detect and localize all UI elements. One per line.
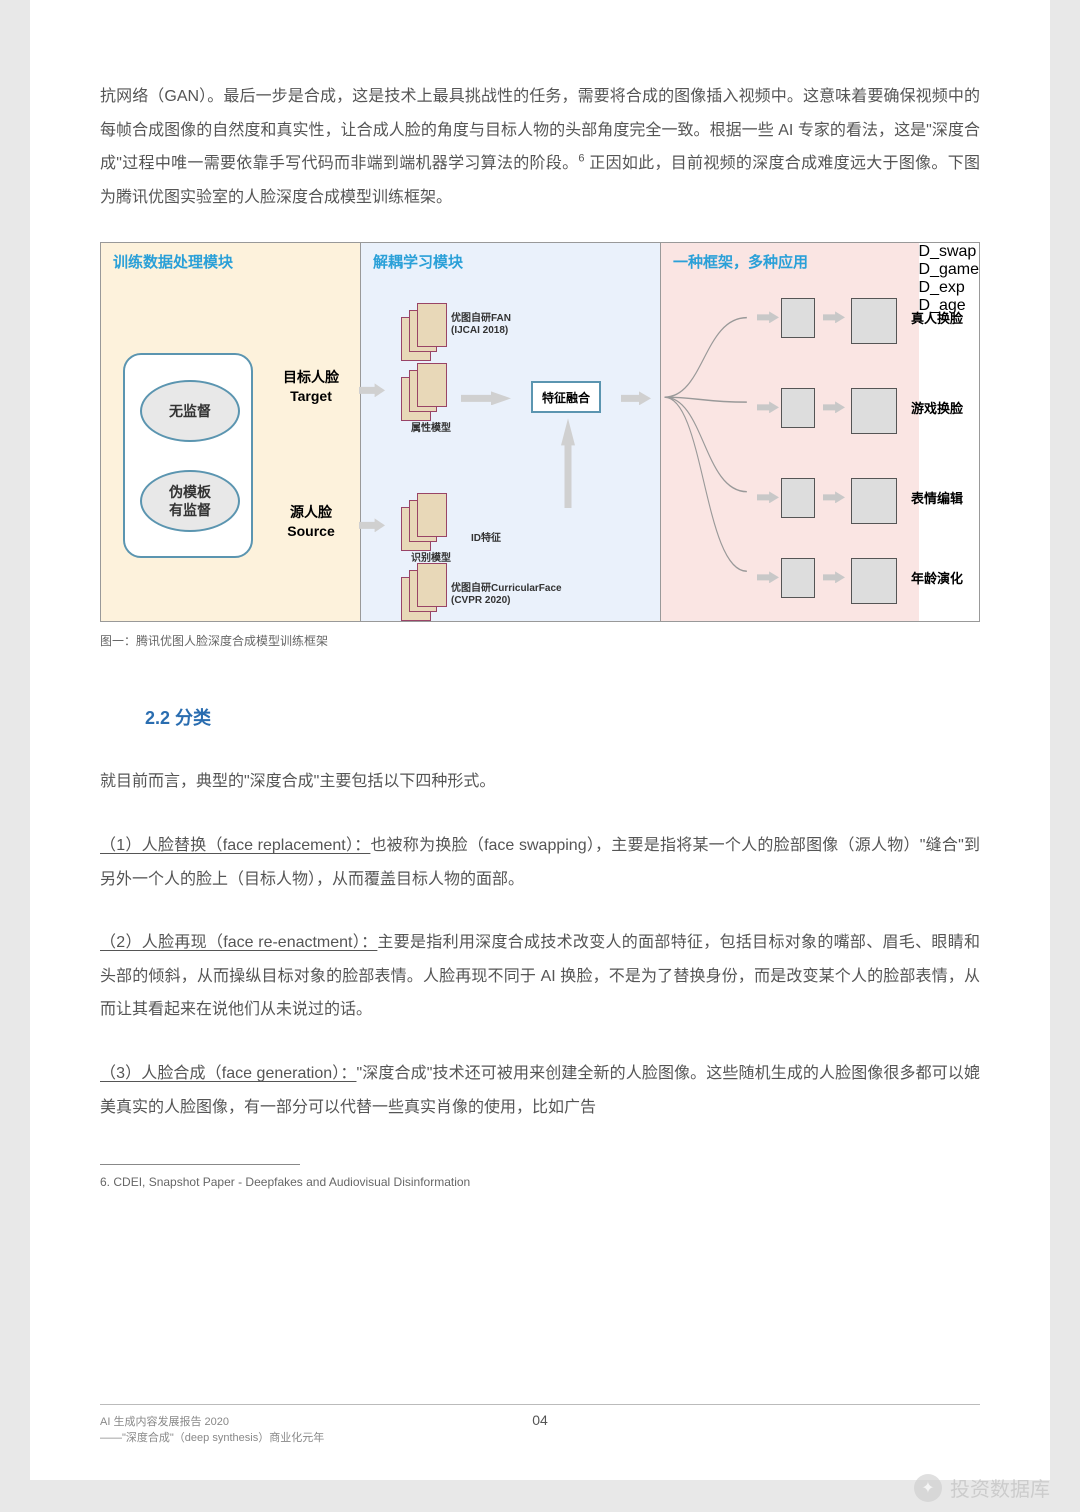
footnote-num: 6.	[100, 1175, 110, 1189]
discriminator-box	[781, 478, 815, 518]
page-footer: AI 生成内容发展报告 2020 ——"深度合成"（deep synthesis…	[100, 1404, 980, 1445]
feature-fusion-box: 特征融合	[531, 381, 601, 413]
label-target-face: 目标人脸 Target	[271, 368, 351, 404]
watermark-text: 投资数据库	[950, 1473, 1050, 1502]
output-box	[851, 478, 897, 524]
application-label: 真人换脸	[911, 308, 963, 327]
application-label: 表情编辑	[911, 488, 963, 507]
discriminator-label: D_exp	[919, 279, 979, 297]
output-box	[851, 388, 897, 434]
intro-paragraph: 抗网络（GAN）。最后一步是合成，这是技术上最具挑战性的任务，需要将合成的图像插…	[100, 80, 980, 214]
footnote-rule	[100, 1164, 300, 1165]
label-id-model: 识别模型	[401, 553, 461, 565]
discriminator-label: D_swap	[919, 243, 979, 261]
stack-attr-model	[401, 363, 445, 419]
document-page: 抗网络（GAN）。最后一步是合成，这是技术上最具挑战性的任务，需要将合成的图像插…	[30, 0, 1050, 1480]
discriminator-box	[781, 558, 815, 598]
item-lead: （3）人脸合成（face generation）：	[100, 1065, 356, 1082]
oval-supervised: 伪模板 有监督	[140, 470, 240, 532]
watermark: ✦ 投资数据库	[914, 1473, 1050, 1502]
footnote: 6. CDEI, Snapshot Paper - Deepfakes and …	[100, 1175, 980, 1189]
classification-item: （3）人脸合成（face generation）："深度合成"技术还可被用来创建…	[100, 1057, 980, 1124]
discriminator-label: D_game	[919, 261, 979, 279]
label-source-face: 源人脸 Source	[271, 503, 351, 539]
label-id-feature: ID特征	[471, 533, 531, 545]
classification-item: （1）人脸替换（face replacement）：也被称为换脸（face sw…	[100, 829, 980, 896]
stack-id-model	[401, 493, 445, 549]
application-label: 年龄演化	[911, 568, 963, 587]
item-lead: （1）人脸替换（face replacement）：	[100, 837, 370, 854]
diagram-figure: 训练数据处理模块 无监督 伪模板 有监督 目标人脸 Target 源人脸 Sou…	[100, 242, 980, 649]
application-label: 游戏换脸	[911, 398, 963, 417]
output-box	[851, 558, 897, 604]
label-fan: 优图自研FAN (IJCAI 2018)	[451, 313, 571, 337]
footer-title: AI 生成内容发展报告 2020	[100, 1413, 324, 1429]
item-lead: （2）人脸再现（face re-enactment）：	[100, 934, 377, 951]
oval-unsupervised: 无监督	[140, 380, 240, 442]
training-framework-diagram: 训练数据处理模块 无监督 伪模板 有监督 目标人脸 Target 源人脸 Sou…	[100, 242, 980, 622]
section-intro: 就目前而言，典型的"深度合成"主要包括以下四种形式。	[100, 765, 980, 799]
footnote-text: CDEI, Snapshot Paper - Deepfakes and Aud…	[113, 1175, 470, 1189]
label-curricularface: 优图自研CurricularFace (CVPR 2020)	[451, 583, 611, 607]
label-attr-model: 属性模型	[401, 423, 461, 435]
stack-curricularface	[401, 563, 445, 619]
wechat-icon: ✦	[914, 1474, 942, 1502]
supervision-box: 无监督 伪模板 有监督	[123, 353, 253, 558]
classification-item: （2）人脸再现（face re-enactment）：主要是指利用深度合成技术改…	[100, 926, 980, 1027]
footer-subtitle: ——"深度合成"（deep synthesis）商业化元年	[100, 1429, 324, 1445]
figure-caption: 图一：腾讯优图人脸深度合成模型训练框架	[100, 632, 980, 649]
panel1-title: 训练数据处理模块	[113, 251, 233, 272]
discriminator-box	[781, 388, 815, 428]
section-heading: 2.2 分类	[145, 704, 980, 730]
page-number: 04	[532, 1412, 548, 1428]
output-box	[851, 298, 897, 344]
discriminator-box	[781, 298, 815, 338]
panel2-title: 解耦学习模块	[373, 251, 463, 272]
stack-fan	[401, 303, 445, 359]
panel-data-processing: 训练数据处理模块 无监督 伪模板 有监督 目标人脸 Target 源人脸 Sou…	[101, 243, 361, 621]
